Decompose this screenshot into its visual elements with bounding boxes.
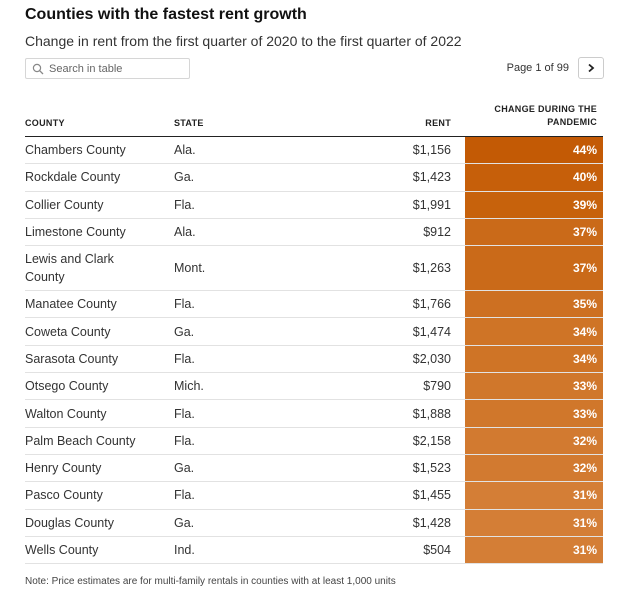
cell-county: Lewis and Clark County <box>25 252 114 285</box>
cell-state: Mont. <box>174 261 206 276</box>
cell-county: Coweta County <box>25 324 111 339</box>
data-table: COUNTY STATE RENT CHANGE DURING THE PAND… <box>25 100 603 565</box>
cell-change: 33% <box>465 400 603 427</box>
cell-change: 40% <box>465 164 603 191</box>
table-row: Wells County Ind. $504 31% <box>25 536 603 565</box>
table-body: Chambers County Ala. $1,156 44% Rockdale Cou… <box>25 137 603 565</box>
cell-rent: $1,888 <box>412 406 451 421</box>
search-input[interactable] <box>49 62 189 75</box>
cell-state: Mich. <box>174 379 204 394</box>
table-row: Sarasota County Fla. $2,030 34% <box>25 345 603 374</box>
cell-county: Wells County <box>25 543 99 557</box>
cell-change: 44% <box>465 137 603 164</box>
table-row: Manatee County Fla. $1,766 35% <box>25 291 603 319</box>
cell-county: Rockdale County <box>25 170 121 185</box>
cell-rent: $1,523 <box>412 461 451 476</box>
table-row: Limestone County Ala. $912 37% <box>25 218 603 247</box>
cell-state: Fla. <box>174 197 195 212</box>
table-row: Otsego County Mich. $790 33% <box>25 373 603 401</box>
cell-rent: $1,423 <box>412 170 451 185</box>
next-page-button[interactable] <box>578 57 604 79</box>
cell-state: Fla. <box>174 351 195 366</box>
cell-rent: $1,474 <box>412 324 451 339</box>
cell-county: Walton County <box>25 406 107 421</box>
column-header-state[interactable]: STATE <box>174 118 204 128</box>
cell-state: Fla. <box>174 297 195 312</box>
table-row: Pasco County Fla. $1,455 31% <box>25 482 603 510</box>
cell-change: 37% <box>465 218 603 246</box>
cell-state: Ga. <box>174 461 195 476</box>
cell-change: 32% <box>465 427 603 454</box>
column-header-county[interactable]: COUNTY <box>25 118 65 128</box>
cell-state: Fla. <box>174 406 195 421</box>
search-box[interactable] <box>25 58 190 79</box>
footnote: Note: Price estimates are for multi-fami… <box>25 576 396 587</box>
cell-change: 31% <box>465 509 603 536</box>
table-row: Chambers County Ala. $1,156 44% <box>25 137 603 165</box>
cell-rent: $1,263 <box>412 261 451 276</box>
cell-change: 39% <box>465 191 603 218</box>
cell-change: 37% <box>465 246 603 291</box>
page-indicator: Page 1 of 99 <box>506 62 569 74</box>
table-row: Collier County Fla. $1,991 39% <box>25 191 603 219</box>
cell-county: Otsego County <box>25 379 109 394</box>
cell-county: Collier County <box>25 197 104 212</box>
cell-county: Henry County <box>25 461 102 476</box>
table-row: Coweta County Ga. $1,474 34% <box>25 318 603 346</box>
cell-rent: $1,455 <box>412 488 451 503</box>
cell-change: 34% <box>465 345 603 373</box>
column-header-change[interactable]: CHANGE DURING THE PANDEMIC <box>494 103 597 129</box>
table-row: Lewis and Clark County Mont. $1,263 37% <box>25 246 603 292</box>
cell-rent: $504 <box>423 543 451 557</box>
cell-state: Ga. <box>174 515 195 530</box>
cell-county: Douglas County <box>25 515 114 530</box>
table-header: COUNTY STATE RENT CHANGE DURING THE PAND… <box>25 100 603 137</box>
cell-state: Ga. <box>174 324 195 339</box>
cell-county: Pasco County <box>25 488 103 503</box>
cell-change: 35% <box>465 291 603 318</box>
cell-county: Sarasota County <box>25 351 119 366</box>
cell-rent: $2,158 <box>412 433 451 448</box>
cell-change: 32% <box>465 454 603 482</box>
cell-rent: $2,030 <box>412 351 451 366</box>
page-subtitle: Change in rent from the first quarter of… <box>25 33 462 49</box>
table-row: Henry County Ga. $1,523 32% <box>25 454 603 483</box>
cell-change: 33% <box>465 373 603 400</box>
column-header-change-line2: PANDEMIC <box>547 117 597 127</box>
table-row: Douglas County Ga. $1,428 31% <box>25 509 603 537</box>
page-title: Counties with the fastest rent growth <box>25 6 307 23</box>
cell-rent: $1,766 <box>412 297 451 312</box>
pagination: Page 1 of 99 <box>507 57 604 79</box>
cell-state: Ga. <box>174 170 195 185</box>
cell-county: Limestone County <box>25 225 126 240</box>
cell-change: 31% <box>465 482 603 509</box>
cell-change: 34% <box>465 318 603 345</box>
cell-county: Chambers County <box>25 143 126 158</box>
search-icon <box>32 63 44 74</box>
cell-rent: $1,156 <box>412 143 451 158</box>
column-header-rent[interactable]: RENT <box>425 118 451 128</box>
cell-county: Palm Beach County <box>25 433 136 448</box>
cell-change: 31% <box>465 536 603 564</box>
table-row: Palm Beach County Fla. $2,158 32% <box>25 427 603 455</box>
cell-state: Ala. <box>174 143 196 158</box>
cell-rent: $1,428 <box>412 515 451 530</box>
cell-rent: $790 <box>423 379 451 394</box>
cell-state: Ind. <box>174 543 195 557</box>
cell-rent: $1,991 <box>412 197 451 212</box>
chevron-right-icon <box>588 63 595 73</box>
table-row: Rockdale County Ga. $1,423 40% <box>25 164 603 192</box>
cell-state: Fla. <box>174 488 195 503</box>
column-header-change-line1: CHANGE DURING THE <box>494 104 597 114</box>
cell-rent: $912 <box>423 225 451 240</box>
cell-state: Ala. <box>174 225 196 240</box>
cell-state: Fla. <box>174 433 195 448</box>
cell-county: Manatee County <box>25 297 117 312</box>
table-row: Walton County Fla. $1,888 33% <box>25 400 603 428</box>
